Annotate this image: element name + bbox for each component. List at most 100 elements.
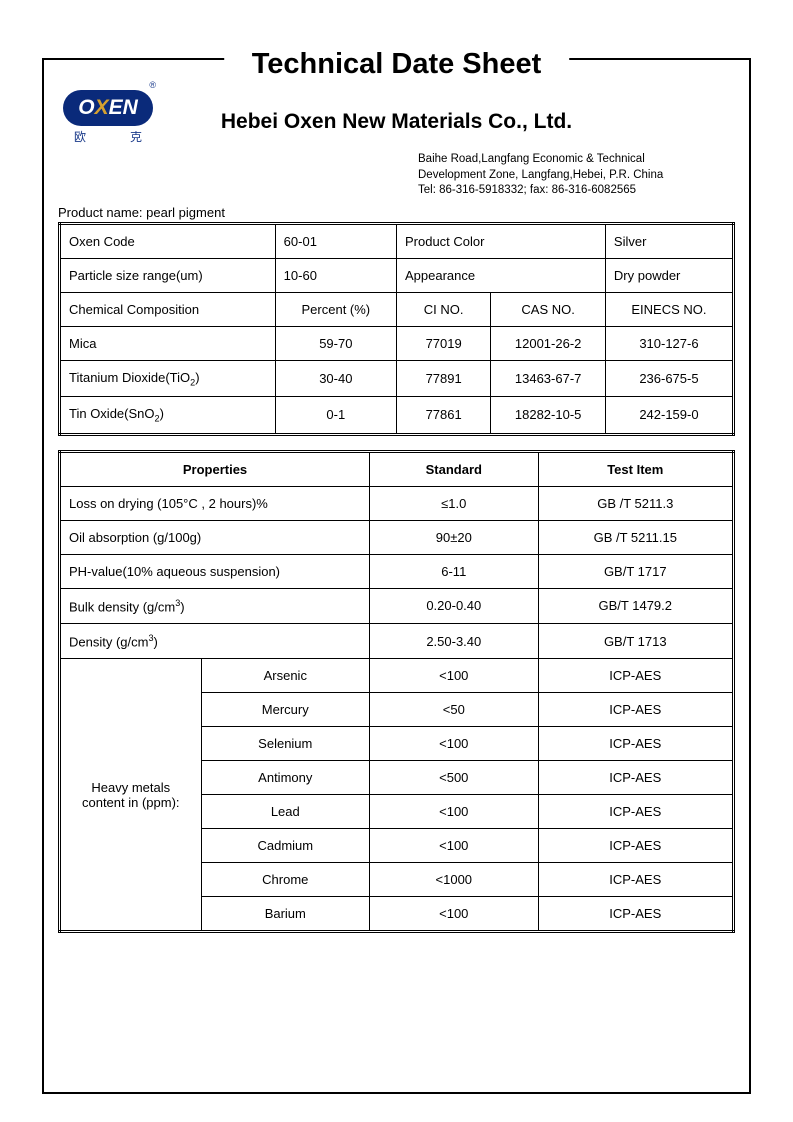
cell-heavy-std: <100 <box>370 727 539 761</box>
cell-heavy-test: ICP-AES <box>538 659 733 693</box>
cell-heavy-name: Barium <box>201 897 370 932</box>
cell-color-label: Product Color <box>396 223 605 258</box>
cell-test: GB/T 1713 <box>538 624 733 659</box>
prop-tail: ) <box>154 634 158 649</box>
chem-tail: ) <box>195 370 199 385</box>
cell-heavy-name: Chrome <box>201 863 370 897</box>
cell-chem-name: Tin Oxide(SnO2) <box>60 397 276 435</box>
cell-particle-label: Particle size range(um) <box>60 258 276 292</box>
cell-test: GB/T 1717 <box>538 554 733 588</box>
table-row: Particle size range(um) 10-60 Appearance… <box>60 258 734 292</box>
cell-prop: Density (g/cm3) <box>60 624 370 659</box>
logo-en: EN <box>109 96 138 119</box>
cell-std: 0.20-0.40 <box>370 588 539 623</box>
cell-std: 2.50-3.40 <box>370 624 539 659</box>
cell-std: 6-11 <box>370 554 539 588</box>
cell-chem-ci: 77861 <box>396 397 490 435</box>
address-line1: Baihe Road,Langfang Economic & Technical <box>418 152 735 168</box>
table-row: Heavy metals content in (ppm): Arsenic <… <box>60 659 734 693</box>
cell-heavy-std: <100 <box>370 659 539 693</box>
cell-heavy-name: Cadmium <box>201 829 370 863</box>
cell-chem-ein: 242-159-0 <box>605 397 733 435</box>
table-row: Tin Oxide(SnO2) 0-1 77861 18282-10-5 242… <box>60 397 734 435</box>
cell-std: 90±20 <box>370 520 539 554</box>
cell-chem-cas: 13463-67-7 <box>491 360 606 397</box>
hdr-cas: CAS NO. <box>491 292 606 326</box>
cell-heavy-name: Arsenic <box>201 659 370 693</box>
cell-heavy-std: <100 <box>370 829 539 863</box>
cell-heavy-test: ICP-AES <box>538 727 733 761</box>
table-row: Properties Standard Test Item <box>60 451 734 486</box>
cell-heavy-test: ICP-AES <box>538 795 733 829</box>
hdr-einecs: EINECS NO. <box>605 292 733 326</box>
address-line3: Tel: 86-316-5918332; fax: 86-316-6082565 <box>418 183 735 199</box>
hdr-properties: Properties <box>60 451 370 486</box>
logo-chinese: 欧 克 <box>58 128 158 145</box>
table-row: Mica 59-70 77019 12001-26-2 310-127-6 <box>60 326 734 360</box>
cell-test: GB/T 1479.2 <box>538 588 733 623</box>
cell-heavy-std: <100 <box>370 795 539 829</box>
cell-appearance: Dry powder <box>605 258 733 292</box>
cell-particle: 10-60 <box>275 258 396 292</box>
cell-heavy-name: Antimony <box>201 761 370 795</box>
table-row: Bulk density (g/cm3) 0.20-0.40 GB/T 1479… <box>60 588 734 623</box>
cell-chem-pct: 30-40 <box>275 360 396 397</box>
cell-heavy-name: Mercury <box>201 693 370 727</box>
cell-test: GB /T 5211.3 <box>538 486 733 520</box>
table-row: Oil absorption (g/100g) 90±20 GB /T 5211… <box>60 520 734 554</box>
cell-heavy-test: ICP-AES <box>538 863 733 897</box>
cell-chem-name: Titanium Dioxide(TiO2) <box>60 360 276 397</box>
cell-chem-cas: 12001-26-2 <box>491 326 606 360</box>
hdr-standard: Standard <box>370 451 539 486</box>
address-line2: Development Zone, Langfang,Hebei, P.R. C… <box>418 168 735 184</box>
content-area: ® OXEN 欧 克 Hebei Oxen New Materials Co.,… <box>58 80 735 947</box>
cell-chem-pct: 0-1 <box>275 397 396 435</box>
cell-prop: PH-value(10% aqueous suspension) <box>60 554 370 588</box>
cell-heavy-name: Lead <box>201 795 370 829</box>
company-name: Hebei Oxen New Materials Co., Ltd. <box>58 80 735 152</box>
cell-chem-ci: 77891 <box>396 360 490 397</box>
cell-heavy-test: ICP-AES <box>538 693 733 727</box>
cell-std: ≤1.0 <box>370 486 539 520</box>
logo-o: O <box>78 96 94 119</box>
cell-chem-ci: 77019 <box>396 326 490 360</box>
properties-table: Properties Standard Test Item Loss on dr… <box>58 450 735 934</box>
cell-heavy-std: <50 <box>370 693 539 727</box>
cell-color: Silver <box>605 223 733 258</box>
cell-chem-name: Mica <box>60 326 276 360</box>
hdr-ci: CI NO. <box>396 292 490 326</box>
cell-chem-pct: 59-70 <box>275 326 396 360</box>
chem-tail: ) <box>160 406 164 421</box>
cell-heavy-test: ICP-AES <box>538 829 733 863</box>
cell-heavy-std: <100 <box>370 897 539 932</box>
info-table: Oxen Code 60-01 Product Color Silver Par… <box>58 222 735 436</box>
document-title: Technical Date Sheet <box>224 48 570 81</box>
cell-appearance-label: Appearance <box>396 258 605 292</box>
hdr-test-item: Test Item <box>538 451 733 486</box>
cell-chem-ein: 236-675-5 <box>605 360 733 397</box>
cell-chem-cas: 18282-10-5 <box>491 397 606 435</box>
logo-oval: OXEN <box>63 90 153 126</box>
prop-text: Bulk density (g/cm <box>69 599 175 614</box>
cell-heavy-std: <500 <box>370 761 539 795</box>
hdr-composition: Chemical Composition <box>60 292 276 326</box>
table-row: Oxen Code 60-01 Product Color Silver <box>60 223 734 258</box>
logo-text: OXEN <box>78 96 138 120</box>
hdr-percent: Percent (%) <box>275 292 396 326</box>
table-row: PH-value(10% aqueous suspension) 6-11 GB… <box>60 554 734 588</box>
cell-test: GB /T 5211.15 <box>538 520 733 554</box>
cell-heavy-std: <1000 <box>370 863 539 897</box>
chem-name-text: Tin Oxide(SnO <box>69 406 155 421</box>
cell-heavy-name: Selenium <box>201 727 370 761</box>
company-logo: ® OXEN 欧 克 <box>58 80 158 145</box>
company-address: Baihe Road,Langfang Economic & Technical… <box>418 152 735 199</box>
cell-chem-ein: 310-127-6 <box>605 326 733 360</box>
cell-prop: Loss on drying (105°C , 2 hours)% <box>60 486 370 520</box>
prop-text: Density (g/cm <box>69 634 148 649</box>
table-row: Loss on drying (105°C , 2 hours)% ≤1.0 G… <box>60 486 734 520</box>
cell-prop: Oil absorption (g/100g) <box>60 520 370 554</box>
table-row: Chemical Composition Percent (%) CI NO. … <box>60 292 734 326</box>
cell-heavy-test: ICP-AES <box>538 897 733 932</box>
table-row: Titanium Dioxide(TiO2) 30-40 77891 13463… <box>60 360 734 397</box>
cell-prop: Bulk density (g/cm3) <box>60 588 370 623</box>
